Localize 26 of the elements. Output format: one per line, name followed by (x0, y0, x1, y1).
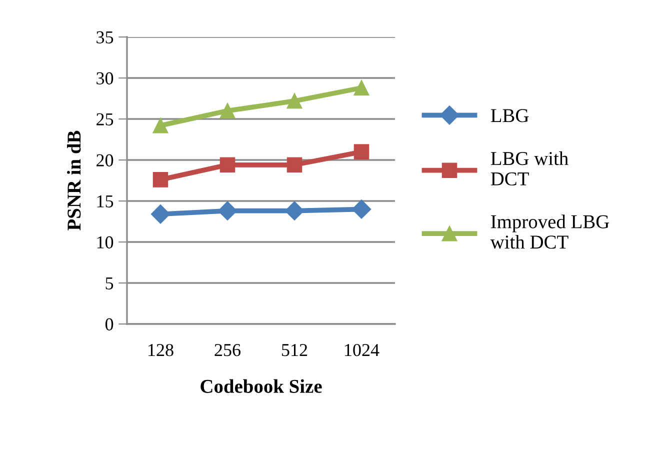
y-tick-label: 30 (96, 72, 114, 84)
x-tick-label: 256 (214, 344, 241, 356)
x-tick-label: 1024 (345, 344, 380, 356)
point (220, 103, 236, 118)
point (354, 144, 370, 160)
point (150, 204, 170, 224)
point (354, 80, 370, 96)
legend-label: LBG (490, 109, 529, 122)
y-tick-label: 20 (96, 154, 114, 166)
y-axis-title: PSNR in dB (67, 130, 81, 230)
legend-label: Improved LBG with DCT (490, 214, 610, 249)
y-tick-label: 35 (96, 31, 114, 44)
y-tick-label: 5 (106, 277, 114, 290)
y-tick-label: 25 (96, 113, 114, 126)
point (286, 157, 302, 173)
legend-label: LBG with DCT (490, 151, 568, 186)
point (286, 93, 302, 109)
point (220, 157, 236, 173)
x-axis-title: Codebook Size (200, 379, 322, 393)
x-tick-label: 128 (148, 344, 174, 356)
y-tick-label: 0 (105, 318, 114, 330)
point (152, 118, 168, 134)
x-tick-label: 512 (282, 344, 308, 356)
point (152, 172, 168, 188)
y-tick-label: 10 (97, 236, 114, 248)
y-tick-label: 15 (97, 195, 114, 208)
